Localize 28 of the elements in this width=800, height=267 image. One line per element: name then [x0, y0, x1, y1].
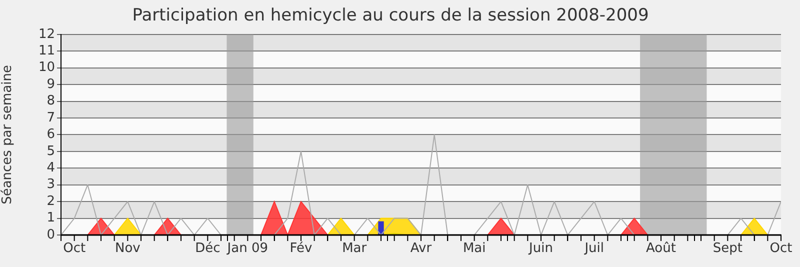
x-tick-label: Déc [195, 241, 220, 256]
x-tick-label: Oct [63, 241, 86, 256]
y-tick-label: 9 [46, 76, 55, 92]
y-tick-label: 2 [46, 194, 55, 209]
x-tick-label: Oct [770, 241, 792, 256]
x-tick-label: Sept [712, 241, 742, 256]
y-tick-label: 8 [46, 94, 55, 109]
chart-title: Participation en hemicycle au cours de la session 2008-2009 [132, 6, 649, 26]
y-tick-label: 6 [46, 127, 55, 142]
y-tick-label: 12 [38, 26, 55, 42]
x-tick-label: Fév [290, 241, 313, 256]
y-axis-title: Séances par semaine [0, 64, 16, 204]
x-tick-label: Nov [114, 241, 141, 256]
x-tick-label: Mai [462, 241, 486, 256]
y-tick-label: 3 [46, 177, 55, 192]
x-tick-label: Avr [410, 241, 432, 256]
y-tick-label: 5 [46, 144, 55, 159]
x-tick-label: Mar [342, 241, 368, 256]
y-tick-label: 4 [46, 160, 55, 176]
y-tick-label: 11 [38, 43, 55, 58]
x-tick-label: Jan 09 [226, 241, 268, 256]
y-tick-label: 0 [46, 227, 55, 242]
x-tick-label: Août [646, 241, 676, 256]
y-tick-label: 10 [38, 60, 55, 76]
y-tick-label: 7 [46, 110, 55, 126]
x-tick-label: Juil [584, 241, 604, 256]
x-tick-label: Juin [528, 241, 553, 256]
y-tick-label: 1 [46, 210, 55, 226]
